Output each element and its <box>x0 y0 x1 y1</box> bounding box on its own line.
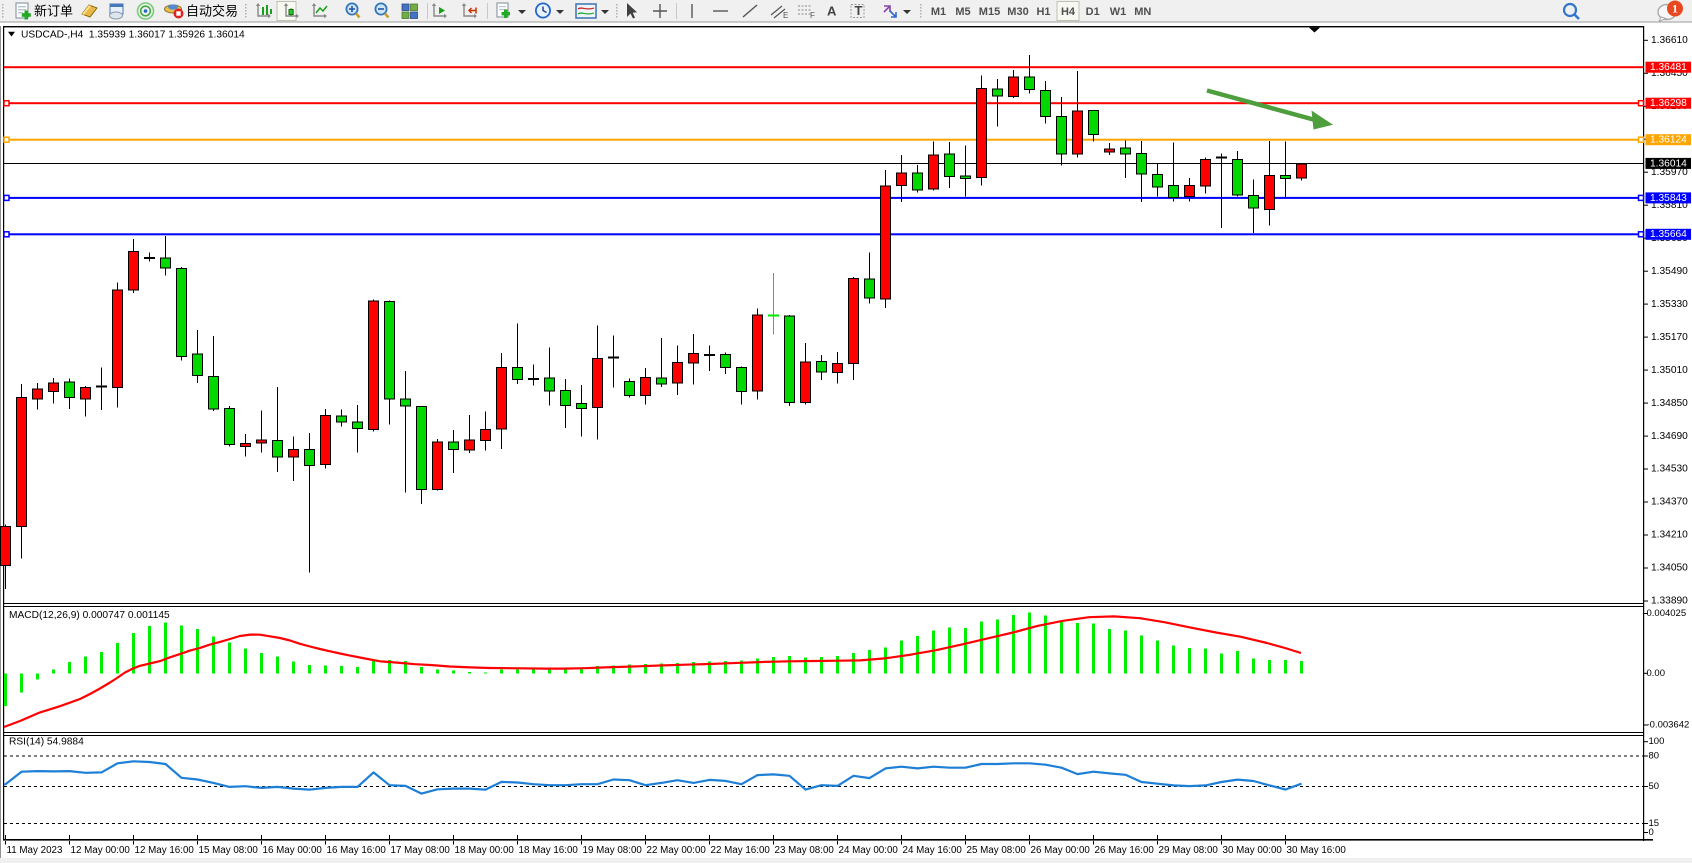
svg-text:19 May 08:00: 19 May 08:00 <box>583 845 643 856</box>
svg-text:15: 15 <box>1649 818 1660 829</box>
svg-text:30 May 00:00: 30 May 00:00 <box>1223 845 1283 856</box>
svg-text:1.35843: 1.35843 <box>1650 193 1687 204</box>
svg-text:29 May 08:00: 29 May 08:00 <box>1159 845 1219 856</box>
svg-text:11 May 2023: 11 May 2023 <box>7 845 63 856</box>
svg-text:100: 100 <box>1649 736 1665 747</box>
svg-text:17 May 08:00: 17 May 08:00 <box>391 845 451 856</box>
svg-text:1.36124: 1.36124 <box>1650 135 1687 146</box>
svg-text:1.34050: 1.34050 <box>1651 563 1688 574</box>
svg-text:-0.003642: -0.003642 <box>1647 720 1690 731</box>
svg-text:25 May 08:00: 25 May 08:00 <box>967 845 1027 856</box>
svg-text:18 May 00:00: 18 May 00:00 <box>455 845 515 856</box>
svg-text:1.35330: 1.35330 <box>1651 299 1688 310</box>
svg-text:1.34530: 1.34530 <box>1651 464 1688 475</box>
svg-text:1.34370: 1.34370 <box>1651 497 1688 508</box>
svg-text:30 May 16:00: 30 May 16:00 <box>1287 845 1347 856</box>
svg-text:RSI(14) 54.9884: RSI(14) 54.9884 <box>9 737 84 748</box>
svg-text:80: 80 <box>1649 751 1660 762</box>
svg-text:0.00: 0.00 <box>1647 668 1666 679</box>
svg-text:MN: MN <box>1134 6 1151 18</box>
svg-text:H1: H1 <box>1036 6 1050 18</box>
svg-text:M30: M30 <box>1007 6 1028 18</box>
svg-text:1.36014: 1.36014 <box>1650 158 1687 169</box>
svg-text:USDCAD-,H4 1.35939 1.36017 1.: USDCAD-,H4 1.35939 1.36017 1.35926 1.360… <box>21 29 245 40</box>
svg-text:15 May 08:00: 15 May 08:00 <box>199 845 259 856</box>
svg-text:F: F <box>810 11 815 20</box>
svg-text:1: 1 <box>1672 2 1678 16</box>
svg-text:1.35664: 1.35664 <box>1650 229 1687 240</box>
svg-text:M1: M1 <box>931 6 946 18</box>
svg-text:50: 50 <box>1649 781 1660 792</box>
svg-text:1.33890: 1.33890 <box>1651 596 1688 607</box>
svg-text:D1: D1 <box>1086 6 1100 18</box>
svg-text:自动交易: 自动交易 <box>186 4 238 19</box>
svg-text:12 May 00:00: 12 May 00:00 <box>71 845 131 856</box>
svg-text:23 May 08:00: 23 May 08:00 <box>775 845 835 856</box>
svg-text:M5: M5 <box>955 6 970 18</box>
svg-text:1.34210: 1.34210 <box>1651 530 1688 541</box>
svg-text:0.004025: 0.004025 <box>1647 608 1687 619</box>
svg-text:H4: H4 <box>1061 6 1076 18</box>
svg-text:1.34690: 1.34690 <box>1651 431 1688 442</box>
svg-text:18 May 16:00: 18 May 16:00 <box>519 845 579 856</box>
svg-text:12 May 16:00: 12 May 16:00 <box>135 845 195 856</box>
svg-text:24 May 00:00: 24 May 00:00 <box>839 845 899 856</box>
svg-text:0: 0 <box>1649 827 1654 838</box>
svg-text:W1: W1 <box>1110 6 1127 18</box>
svg-text:22 May 16:00: 22 May 16:00 <box>711 845 771 856</box>
svg-text:1.36481: 1.36481 <box>1650 62 1687 73</box>
svg-text:MACD(12,26,9) 0.000747 0.00114: MACD(12,26,9) 0.000747 0.001145 <box>9 610 170 621</box>
svg-text:26 May 16:00: 26 May 16:00 <box>1095 845 1155 856</box>
svg-text:1.36450: 1.36450 <box>1651 68 1688 79</box>
svg-text:1.35970: 1.35970 <box>1651 167 1688 178</box>
svg-text:E: E <box>783 11 788 20</box>
svg-text:1.36298: 1.36298 <box>1650 98 1687 109</box>
svg-text:22 May 00:00: 22 May 00:00 <box>647 845 707 856</box>
svg-text:T: T <box>855 3 863 18</box>
svg-text:1.34850: 1.34850 <box>1651 398 1688 409</box>
svg-text:24 May 16:00: 24 May 16:00 <box>903 845 963 856</box>
svg-text:16 May 16:00: 16 May 16:00 <box>327 845 387 856</box>
svg-text:M15: M15 <box>979 6 1000 18</box>
svg-text:A: A <box>827 4 837 19</box>
svg-text:1.35810: 1.35810 <box>1651 200 1688 211</box>
svg-text:1.35010: 1.35010 <box>1651 365 1688 376</box>
svg-text:16 May 00:00: 16 May 00:00 <box>263 845 323 856</box>
svg-text:1.35170: 1.35170 <box>1651 332 1688 343</box>
svg-text:1.35490: 1.35490 <box>1651 266 1688 277</box>
svg-text:新订单: 新订单 <box>34 4 73 19</box>
svg-text:1.36610: 1.36610 <box>1651 35 1688 46</box>
svg-text:26 May 00:00: 26 May 00:00 <box>1031 845 1091 856</box>
